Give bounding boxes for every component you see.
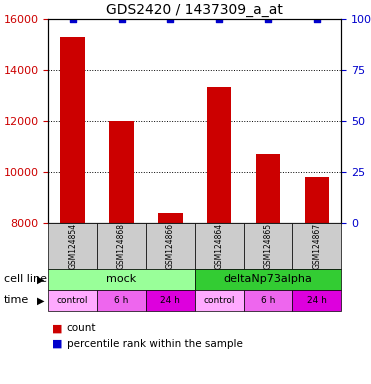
Bar <box>60 37 85 223</box>
Text: control: control <box>203 296 235 305</box>
Text: 6 h: 6 h <box>261 296 275 305</box>
Point <box>216 16 222 22</box>
Text: GSM124865: GSM124865 <box>263 223 273 269</box>
Text: 24 h: 24 h <box>307 296 327 305</box>
Bar <box>305 177 329 223</box>
Point <box>70 16 76 22</box>
Text: mock: mock <box>106 274 137 285</box>
Text: ■: ■ <box>52 323 62 333</box>
Text: GSM124867: GSM124867 <box>312 223 321 269</box>
Text: ■: ■ <box>52 339 62 349</box>
Bar <box>207 87 232 223</box>
Point <box>314 16 320 22</box>
Text: ▶: ▶ <box>37 274 45 285</box>
Text: GSM124854: GSM124854 <box>68 223 77 269</box>
Text: 24 h: 24 h <box>160 296 180 305</box>
Text: GSM124868: GSM124868 <box>117 223 126 269</box>
Point <box>119 16 125 22</box>
Point <box>265 16 271 22</box>
Bar <box>158 213 183 223</box>
Text: GSM124866: GSM124866 <box>166 223 175 269</box>
Text: control: control <box>57 296 88 305</box>
Point <box>167 16 173 22</box>
Title: GDS2420 / 1437309_a_at: GDS2420 / 1437309_a_at <box>106 3 283 17</box>
Text: GSM124864: GSM124864 <box>215 223 224 269</box>
Text: time: time <box>4 295 29 306</box>
Bar <box>109 121 134 223</box>
Text: cell line: cell line <box>4 274 47 285</box>
Bar <box>256 154 280 223</box>
Text: 6 h: 6 h <box>114 296 129 305</box>
Text: ▶: ▶ <box>37 295 45 306</box>
Text: percentile rank within the sample: percentile rank within the sample <box>67 339 243 349</box>
Text: count: count <box>67 323 96 333</box>
Text: deltaNp73alpha: deltaNp73alpha <box>224 274 312 285</box>
